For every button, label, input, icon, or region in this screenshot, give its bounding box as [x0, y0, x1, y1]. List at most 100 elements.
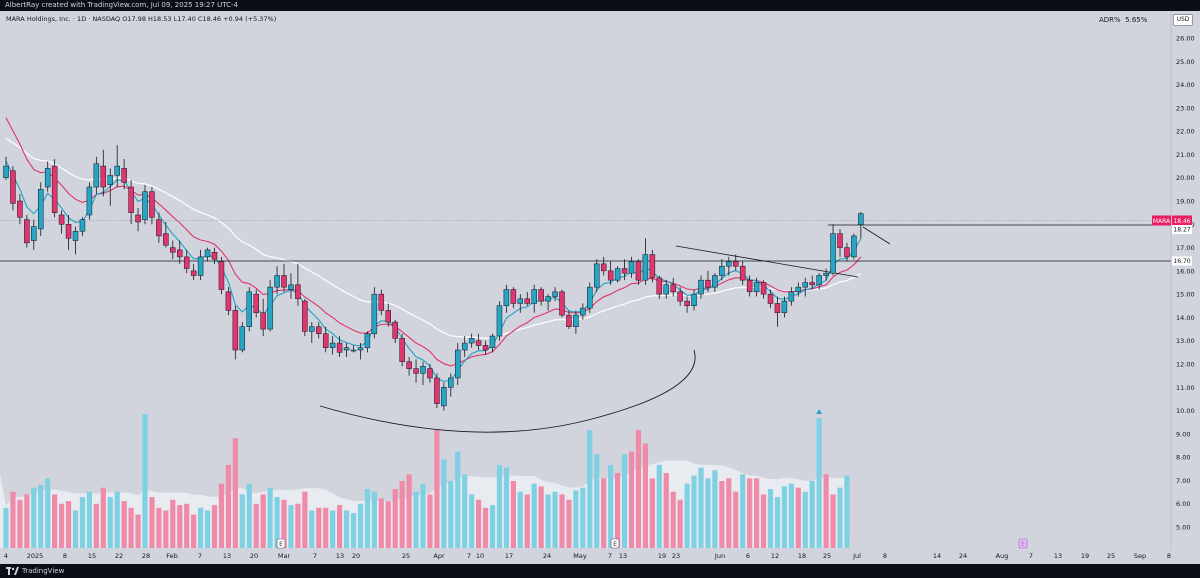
- earnings-marker[interactable]: E: [610, 538, 620, 549]
- candle-body: [489, 335, 496, 348]
- price-tick-label: 17.00: [1176, 244, 1195, 252]
- creator-line: AlbertRay created with TradingView.com, …: [5, 1, 239, 9]
- volume-bar: [350, 513, 357, 548]
- price-tick-label: 22.00: [1176, 128, 1195, 136]
- candle-body: [149, 191, 155, 218]
- level2-tag: [1172, 256, 1192, 266]
- volume-bar: [107, 497, 113, 548]
- candle-body: [44, 168, 51, 188]
- candle-body: [65, 224, 72, 239]
- candle-body: [399, 338, 405, 362]
- time-tick-label: 8: [883, 552, 887, 560]
- time-axis[interactable]: 4 2025 8 15 22 28 Feb 7 13 20 Mar 7 13 20 25 Apr 7 10 17 24…: [4, 552, 1171, 560]
- candle-body: [239, 326, 246, 351]
- volume-bar: [211, 505, 218, 548]
- candle-body: [816, 275, 822, 286]
- candle-body: [93, 163, 100, 188]
- candle-body: [753, 282, 760, 293]
- candle-body: [434, 377, 440, 404]
- candle-body: [302, 300, 308, 332]
- price-tick-label: 26.00: [1176, 35, 1195, 43]
- volume-bar: [420, 483, 426, 548]
- currency-button[interactable]: USD: [1173, 14, 1193, 26]
- candle-body: [614, 268, 621, 281]
- candle-body: [767, 293, 774, 304]
- candle-body: [316, 326, 322, 334]
- candle-body: [510, 289, 517, 304]
- candle-body: [197, 256, 204, 276]
- price-tick-label: 7.00: [1176, 477, 1190, 485]
- earnings-marker[interactable]: E: [1018, 538, 1028, 549]
- candle-body: [628, 261, 635, 274]
- price-tick-label: 5.00: [1176, 524, 1190, 532]
- time-tick-label: 22: [115, 552, 123, 560]
- volume-bar: [552, 491, 558, 548]
- candle-body: [183, 256, 190, 269]
- candle-body: [288, 284, 294, 290]
- earnings-icon: [610, 538, 620, 549]
- time-tick-label: Jul: [852, 552, 861, 560]
- volume-bar: [253, 503, 259, 548]
- candle-body: [79, 219, 86, 232]
- price-axis[interactable]: 5.00 6.00 7.00 8.00 9.00 10.00 11.00 12.00 13.00…: [1176, 35, 1195, 532]
- candle-body: [607, 270, 614, 281]
- candle-body: [788, 291, 795, 302]
- last-price-text: 18.46: [1173, 218, 1190, 225]
- volume-bar: [378, 498, 384, 548]
- candle-body: [218, 261, 225, 290]
- candle-body: [100, 165, 107, 188]
- candle-body: [858, 213, 864, 226]
- time-tick-label: 20: [352, 552, 360, 560]
- ema-slow-line: [5, 138, 862, 340]
- time-tick-label: 18: [798, 552, 806, 560]
- candle-body: [642, 254, 649, 281]
- volume-bar: [218, 483, 225, 548]
- volume-bar: [566, 499, 572, 548]
- time-tick-label: 28: [142, 552, 150, 560]
- price-tick-label: 6.00: [1176, 500, 1190, 508]
- volume-bar: [337, 505, 343, 548]
- candle-body: [496, 305, 503, 337]
- volume-bar: [670, 491, 676, 548]
- time-tick-label: 12: [771, 552, 779, 560]
- earnings-marker[interactable]: E: [276, 538, 286, 549]
- price-tick-label: 23.00: [1176, 104, 1195, 112]
- tradingview-brand[interactable]: TradingView: [22, 567, 65, 575]
- earnings-letter: E: [613, 541, 617, 548]
- time-tick-label: 13: [1054, 552, 1062, 560]
- price-labels: MARA 18.46 18.27 16.70: [1152, 215, 1192, 266]
- price-tick-label: 21.00: [1176, 151, 1195, 159]
- candle-body: [448, 377, 454, 388]
- price-tick-label: 9.00: [1176, 430, 1190, 438]
- candle-body: [621, 268, 628, 274]
- candle-body: [24, 219, 30, 244]
- candle-body: [378, 293, 385, 311]
- volume-bar: [316, 507, 322, 548]
- candle-body: [844, 247, 850, 258]
- time-tick-label: 15: [88, 552, 96, 560]
- candle-body: [670, 284, 676, 293]
- candle-body: [635, 261, 642, 281]
- time-tick-label: 13: [619, 552, 627, 560]
- candle-body: [121, 168, 127, 183]
- price-chart[interactable]: 5.00 6.00 7.00 8.00 9.00 10.00 11.00 12.00 13.00…: [0, 0, 1200, 564]
- time-tick-label: 24: [959, 552, 967, 560]
- candle-body: [552, 291, 558, 297]
- volume-bar: [740, 474, 746, 548]
- time-tick-label: 25: [823, 552, 831, 560]
- candle-body: [559, 291, 565, 316]
- volume-bar: [615, 472, 621, 548]
- time-tick-label: Aug: [996, 552, 1009, 560]
- time-tick-label: 7: [608, 552, 612, 560]
- time-tick-label: 4: [4, 552, 8, 560]
- candle-body: [281, 275, 287, 288]
- candle-body: [538, 289, 544, 302]
- symbol-legend[interactable]: MARA Holdings, Inc. · 1D · NASDAQ O17.98…: [6, 15, 277, 23]
- candle-body: [427, 368, 433, 379]
- volume-bar: [135, 514, 141, 548]
- time-tick-label: 13: [336, 552, 344, 560]
- time-tick-label: 8: [63, 552, 67, 560]
- candle-body: [475, 340, 482, 346]
- candle-body: [461, 342, 468, 351]
